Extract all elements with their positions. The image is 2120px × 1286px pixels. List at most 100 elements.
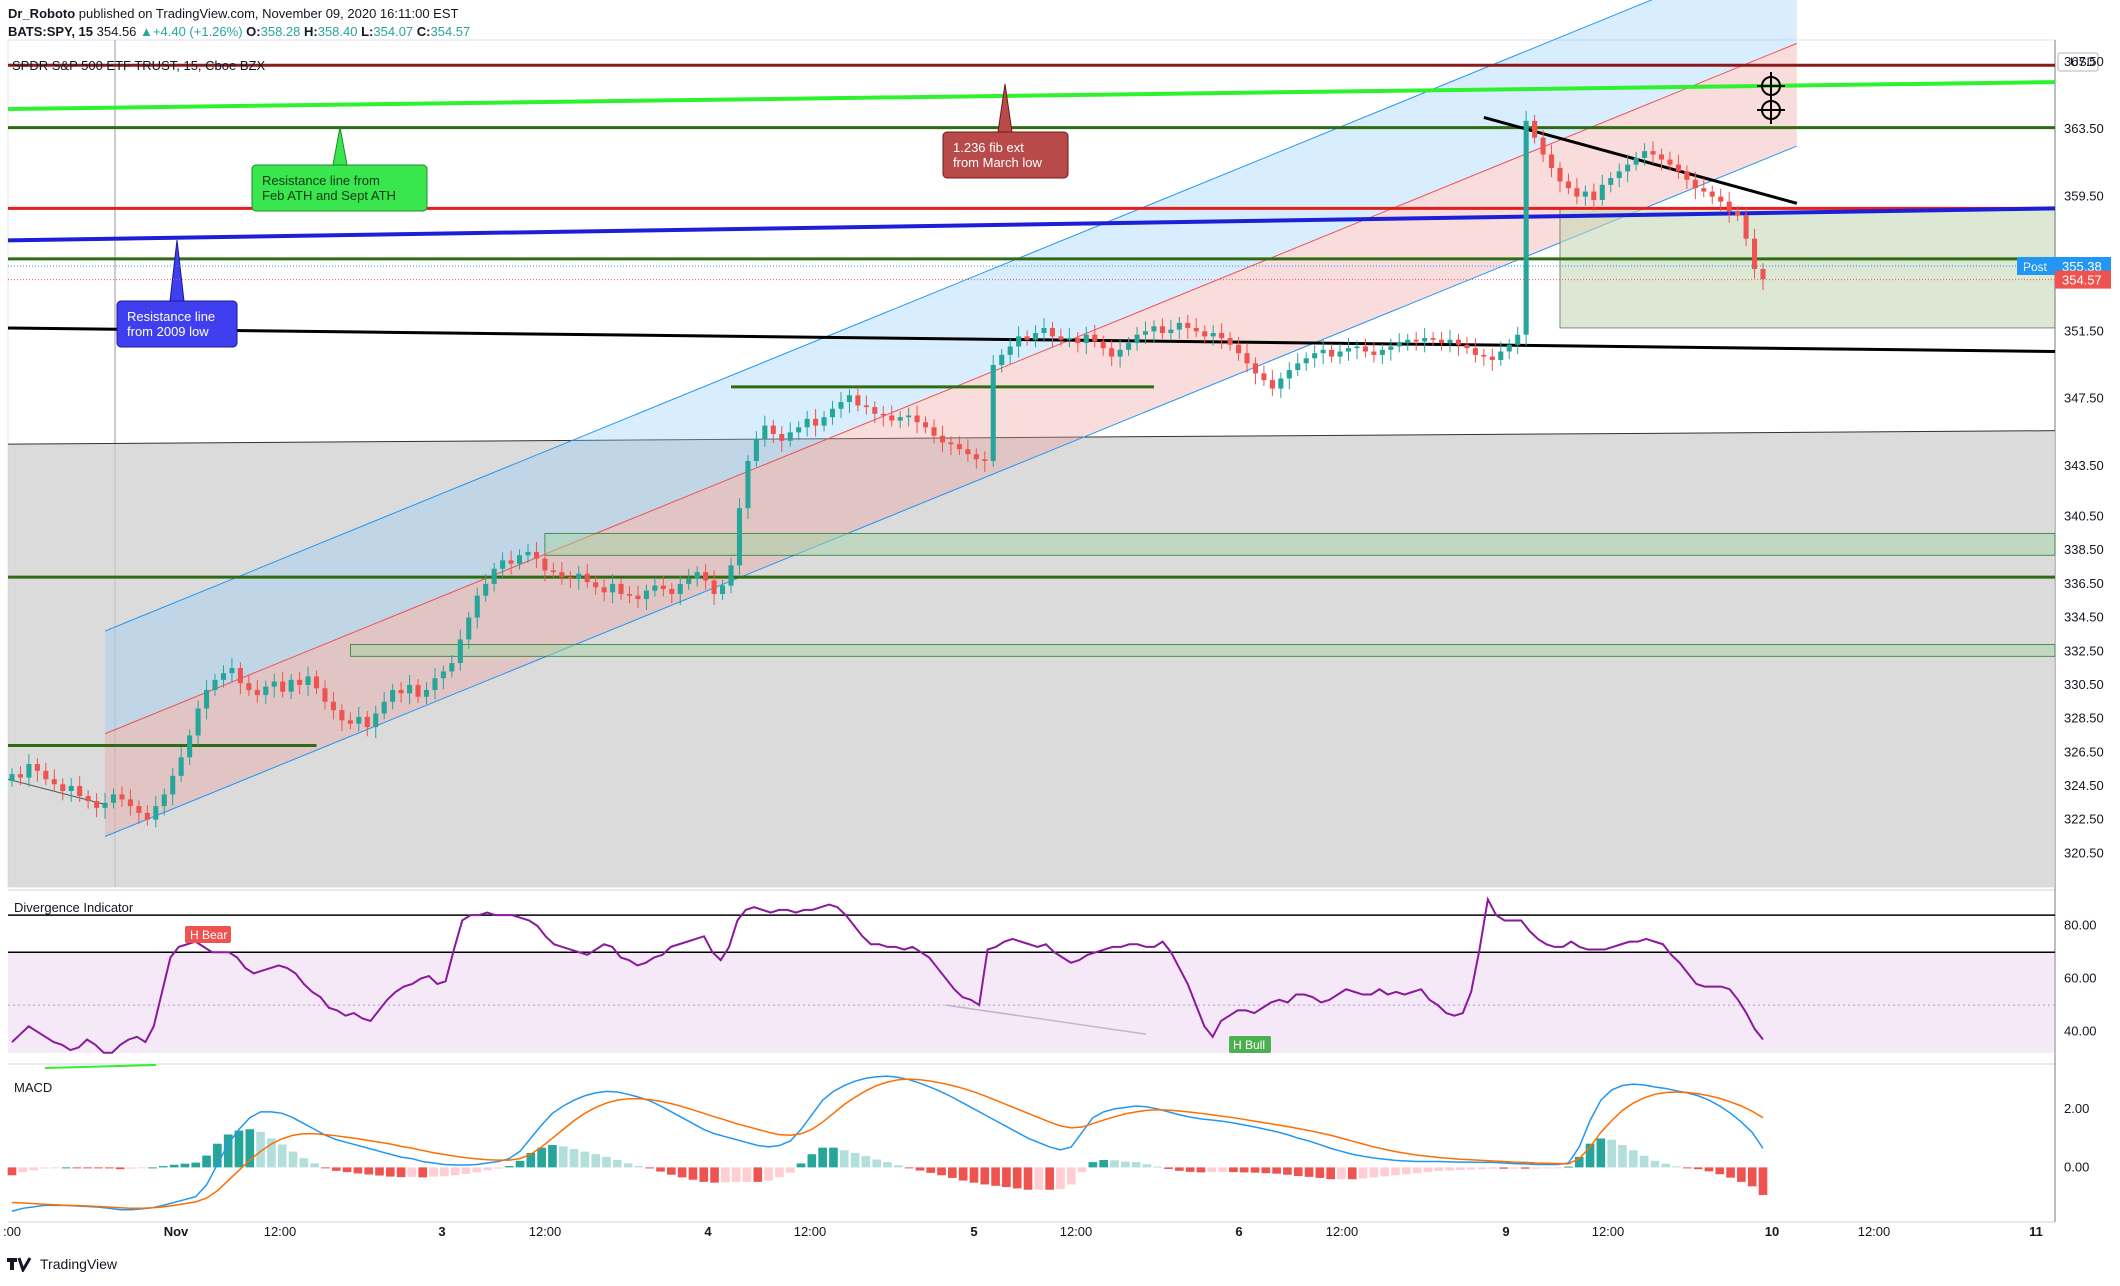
histogram-bar xyxy=(1693,1167,1703,1170)
histogram-bar xyxy=(1466,1167,1476,1170)
candle-body xyxy=(1142,331,1149,335)
histogram-bar xyxy=(1358,1167,1368,1179)
candle-body xyxy=(711,580,717,595)
indicator-band xyxy=(8,952,2055,1053)
candle xyxy=(161,788,167,816)
candle xyxy=(195,700,201,745)
candle-body xyxy=(161,794,167,807)
histogram-bar xyxy=(818,1147,827,1168)
candle xyxy=(1498,341,1504,366)
histogram-bar xyxy=(1553,1167,1562,1169)
candle xyxy=(1159,318,1165,339)
candle-body xyxy=(779,434,785,441)
histogram-bar xyxy=(807,1154,817,1168)
candle-body xyxy=(1227,338,1233,345)
histogram-bar xyxy=(1618,1145,1627,1168)
candle xyxy=(973,448,979,469)
candle xyxy=(339,704,345,732)
histogram-bar xyxy=(602,1156,611,1168)
candle xyxy=(440,665,446,690)
last-price-label: 354.57 xyxy=(2062,273,2102,288)
candle xyxy=(34,758,40,782)
candle-body xyxy=(1718,196,1724,202)
candle-body xyxy=(559,572,565,578)
histogram-bar xyxy=(623,1163,633,1168)
support-zone-box xyxy=(544,532,2056,556)
candle-body xyxy=(474,595,480,618)
candle-body xyxy=(626,594,633,596)
histogram-bar xyxy=(1542,1167,1552,1169)
candle xyxy=(77,776,83,802)
candle-body xyxy=(390,689,396,702)
candle xyxy=(652,577,658,597)
candle xyxy=(889,405,895,427)
candle xyxy=(204,680,210,720)
candle-body xyxy=(423,689,430,697)
candle xyxy=(1202,325,1208,344)
candle-body xyxy=(694,572,700,579)
candle xyxy=(559,562,565,585)
publish-line: Dr_Roboto published on TradingView.com, … xyxy=(8,6,458,21)
blue-resistance-callout-text: from 2009 low xyxy=(127,324,209,339)
candle-body xyxy=(440,671,446,679)
candle xyxy=(457,629,463,671)
histogram-bar xyxy=(1607,1139,1617,1168)
x-tick-label: 12:00 xyxy=(1060,1224,1093,1239)
candle-body xyxy=(1557,167,1563,182)
histogram-bar xyxy=(1261,1167,1271,1174)
candle-body xyxy=(1210,332,1216,337)
histogram-bar xyxy=(1272,1167,1281,1174)
blue-resistance-callout-text: Resistance line xyxy=(127,309,215,324)
candle xyxy=(745,455,751,520)
candle xyxy=(1083,326,1089,355)
candle-body xyxy=(542,558,548,571)
candle-body xyxy=(110,794,117,803)
candle-body xyxy=(246,683,252,690)
currency-box xyxy=(2057,52,2099,72)
histogram-bar xyxy=(115,1167,125,1170)
candle-body xyxy=(787,432,793,441)
histogram-bar xyxy=(1175,1167,1184,1171)
candle xyxy=(1032,325,1039,348)
green-resistance-callout-text: Resistance line from xyxy=(262,173,380,188)
price-tick-label: 322.50 xyxy=(2064,812,2104,827)
candle-body xyxy=(1295,363,1301,371)
candle xyxy=(1354,340,1360,360)
fib-callout-text: from March low xyxy=(953,155,1042,170)
histogram-bar xyxy=(980,1167,990,1185)
candle-body xyxy=(1658,154,1665,160)
footer-brand[interactable]: TradingView xyxy=(40,1256,118,1272)
candle-body xyxy=(1345,348,1352,352)
candle-body xyxy=(1303,358,1309,364)
candle xyxy=(1633,151,1639,171)
candle xyxy=(1447,329,1453,353)
candle-body xyxy=(584,573,590,583)
histogram-bar xyxy=(18,1167,28,1173)
candle-body xyxy=(1354,346,1360,349)
candle xyxy=(9,768,15,787)
candle xyxy=(254,680,260,703)
candle xyxy=(1625,154,1631,183)
macd-line xyxy=(11,1075,1764,1212)
candle xyxy=(694,566,700,587)
candle xyxy=(1709,185,1715,205)
candle xyxy=(1675,154,1681,179)
candle-body xyxy=(119,794,125,800)
candle-body xyxy=(1413,339,1419,342)
histogram-bar xyxy=(1747,1167,1757,1187)
candle-body xyxy=(229,668,235,674)
candle-body xyxy=(635,595,641,600)
histogram-bar xyxy=(29,1167,38,1171)
histogram-bar xyxy=(569,1148,579,1168)
candle xyxy=(1379,343,1385,365)
x-tick-label: 12:00 xyxy=(1858,1224,1891,1239)
candle xyxy=(550,562,556,579)
candle-body xyxy=(897,417,903,421)
candle-body xyxy=(297,679,303,685)
author-name[interactable]: Dr_Roboto xyxy=(8,6,76,21)
candle-body xyxy=(1151,326,1157,332)
histogram-bar xyxy=(223,1134,233,1168)
candle xyxy=(1244,343,1250,373)
